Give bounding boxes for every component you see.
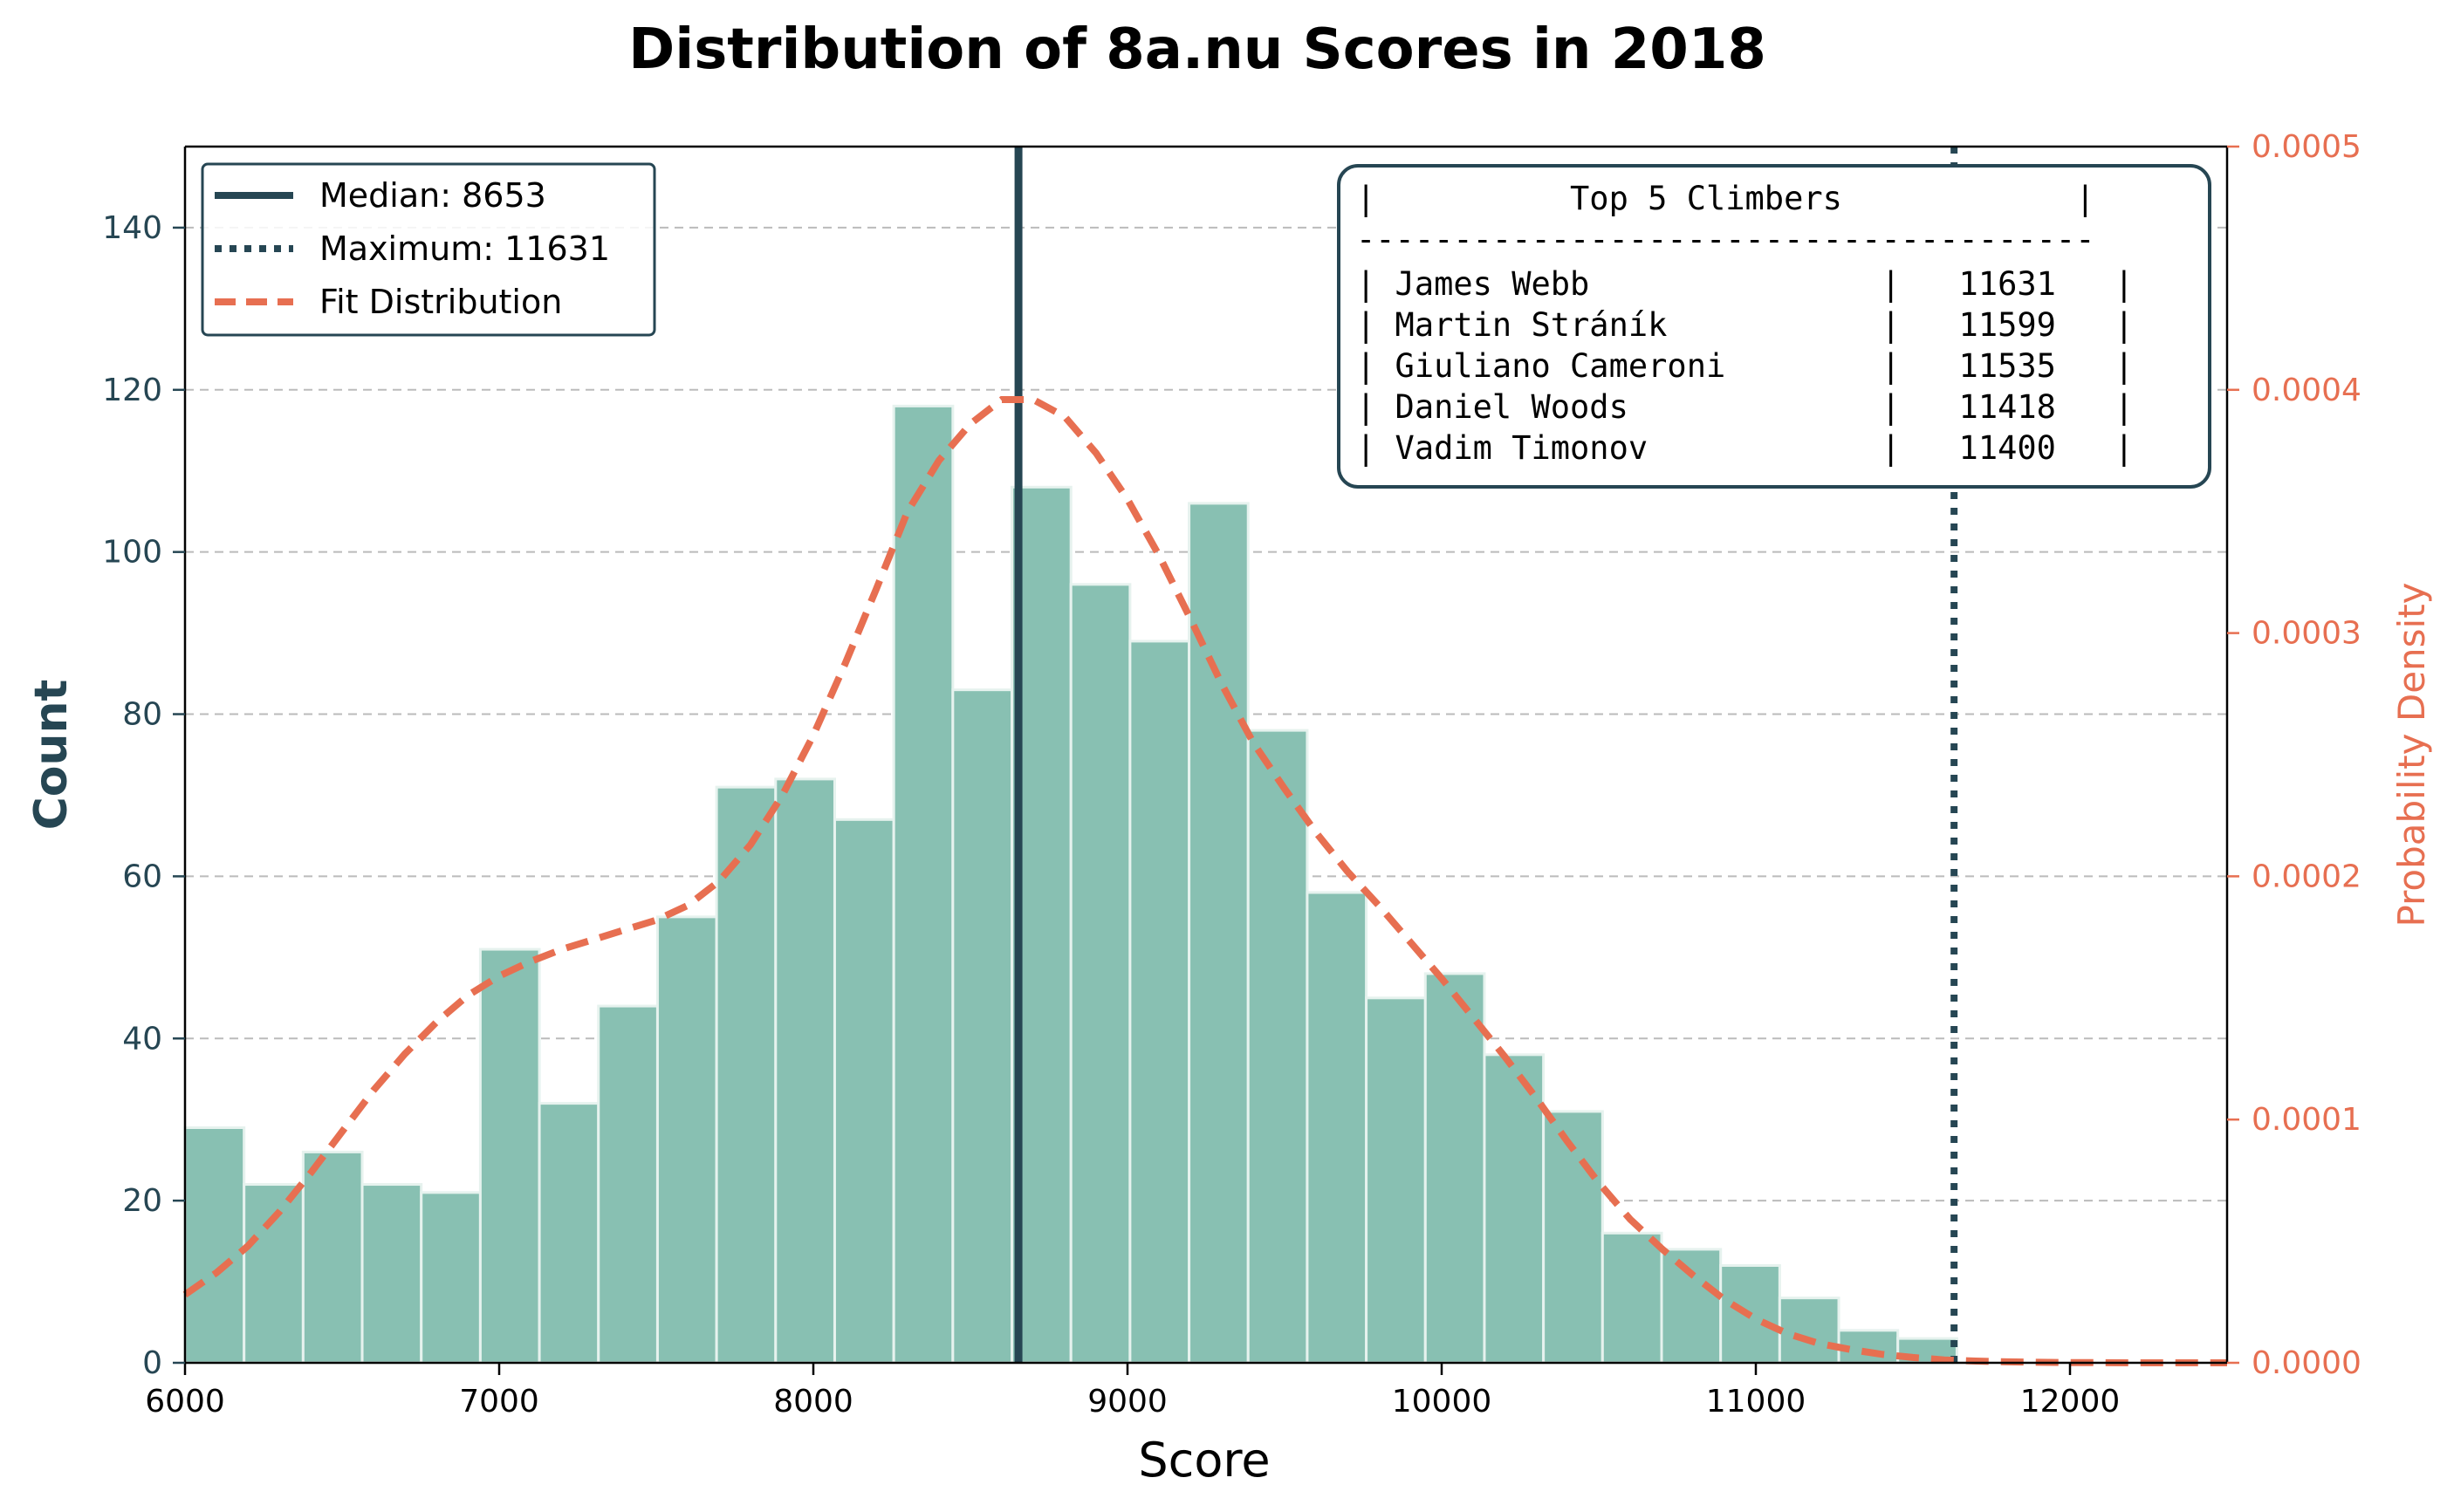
histogram-bar bbox=[597, 1004, 659, 1365]
y-axis-ticks: 0 20 40 60 80 100 120 140 bbox=[102, 210, 185, 1381]
x-tick-label: 9000 bbox=[1087, 1384, 1168, 1420]
histogram-bar bbox=[1069, 583, 1132, 1365]
y2-tick-label: 0.0004 bbox=[2252, 373, 2361, 408]
histogram-bar bbox=[1778, 1296, 1840, 1365]
y-tick-label: 100 bbox=[102, 535, 162, 571]
table-line: | Giuliano Cameroni | 11535 | bbox=[1356, 347, 2134, 385]
histogram-bar bbox=[1660, 1248, 1723, 1365]
x-tick-label: 12000 bbox=[2020, 1384, 2121, 1420]
y2-tick-label: 0.0002 bbox=[2252, 859, 2361, 894]
x-tick-label: 8000 bbox=[773, 1384, 853, 1420]
legend-label: Median: 8653 bbox=[319, 176, 546, 215]
y-tick-label: 140 bbox=[102, 210, 162, 246]
histogram-bar bbox=[1483, 1053, 1546, 1365]
histogram-bar bbox=[655, 915, 718, 1365]
histogram-bar bbox=[478, 948, 541, 1365]
histogram-bar bbox=[420, 1191, 482, 1365]
histogram-bar bbox=[360, 1183, 423, 1365]
y2-tick-label: 0.0001 bbox=[2252, 1102, 2361, 1138]
x-tick-label: 7000 bbox=[459, 1384, 539, 1420]
y2-axis-ticks: 0.0000 0.0001 0.0002 0.0003 0.0004 0.0005 bbox=[2227, 129, 2361, 1381]
histogram-bar bbox=[892, 404, 955, 1365]
x-axis-label: Score bbox=[1138, 1433, 1270, 1488]
histogram-bar bbox=[1246, 729, 1309, 1365]
y2-tick-label: 0.0003 bbox=[2252, 616, 2361, 652]
reference-lines bbox=[1014, 147, 1958, 1363]
histogram-bar bbox=[1128, 640, 1191, 1365]
legend-label: Maximum: 11631 bbox=[319, 229, 610, 268]
y-tick-label: 120 bbox=[102, 373, 162, 408]
y2-tick-label: 0.0000 bbox=[2252, 1345, 2361, 1381]
fit-distribution bbox=[182, 396, 2227, 1366]
y-tick-label: 40 bbox=[122, 1021, 162, 1057]
fit-curve bbox=[182, 396, 2227, 1366]
histogram-bar bbox=[1423, 972, 1486, 1365]
y2-axis-label: Probability Density bbox=[2390, 582, 2433, 927]
y-tick-label: 60 bbox=[122, 859, 162, 894]
axes bbox=[183, 145, 2229, 1365]
legend-box bbox=[201, 162, 656, 337]
chart-title: Distribution of 8a.nu Scores in 2018 bbox=[628, 17, 1766, 82]
histogram-bar bbox=[833, 818, 895, 1365]
y2-tick-label: 0.0005 bbox=[2252, 129, 2361, 165]
x-tick-label: 6000 bbox=[145, 1384, 225, 1420]
table-box bbox=[1337, 164, 2211, 489]
histogram-bar bbox=[1365, 996, 1427, 1365]
histogram-bar bbox=[1600, 1231, 1663, 1365]
x-axis-ticks: 6000 7000 8000 9000 10000 11000 12000 bbox=[145, 1363, 2120, 1420]
legend-label: Fit Distribution bbox=[319, 283, 562, 321]
histogram-bar bbox=[301, 1150, 364, 1365]
histogram-bar bbox=[774, 777, 836, 1365]
histogram-bars bbox=[183, 404, 1958, 1365]
histogram-bar bbox=[715, 785, 778, 1365]
histogram-bar bbox=[1306, 891, 1368, 1365]
legend: Median: 8653 Maximum: 11631 Fit Distributi… bbox=[201, 162, 656, 337]
table-line: | James Webb | 11631 | bbox=[1356, 265, 2134, 303]
x-tick-label: 11000 bbox=[1706, 1384, 1806, 1420]
histogram-bar bbox=[951, 688, 1014, 1365]
x-tick-label: 10000 bbox=[1392, 1384, 1492, 1420]
histogram-bar bbox=[538, 1102, 600, 1365]
y-tick-label: 20 bbox=[122, 1183, 162, 1219]
top-climbers-table: | Top 5 Climbers | ----------------------… bbox=[1337, 164, 2211, 489]
table-line: | Vadim Timonov | 11400 | bbox=[1356, 429, 2134, 467]
table-line: -------------------------------------- bbox=[1356, 221, 2094, 258]
histogram-bar bbox=[243, 1183, 305, 1365]
table-line: | Martin Stráník | 11599 | bbox=[1356, 306, 2134, 344]
y-tick-label: 0 bbox=[142, 1345, 162, 1381]
table-line: | Daniel Woods | 11418 | bbox=[1356, 388, 2134, 426]
histogram-bar bbox=[183, 1125, 246, 1365]
table-line: | Top 5 Climbers | bbox=[1356, 180, 2094, 217]
y-tick-label: 80 bbox=[122, 697, 162, 733]
y-axis-label: Count bbox=[25, 680, 78, 831]
